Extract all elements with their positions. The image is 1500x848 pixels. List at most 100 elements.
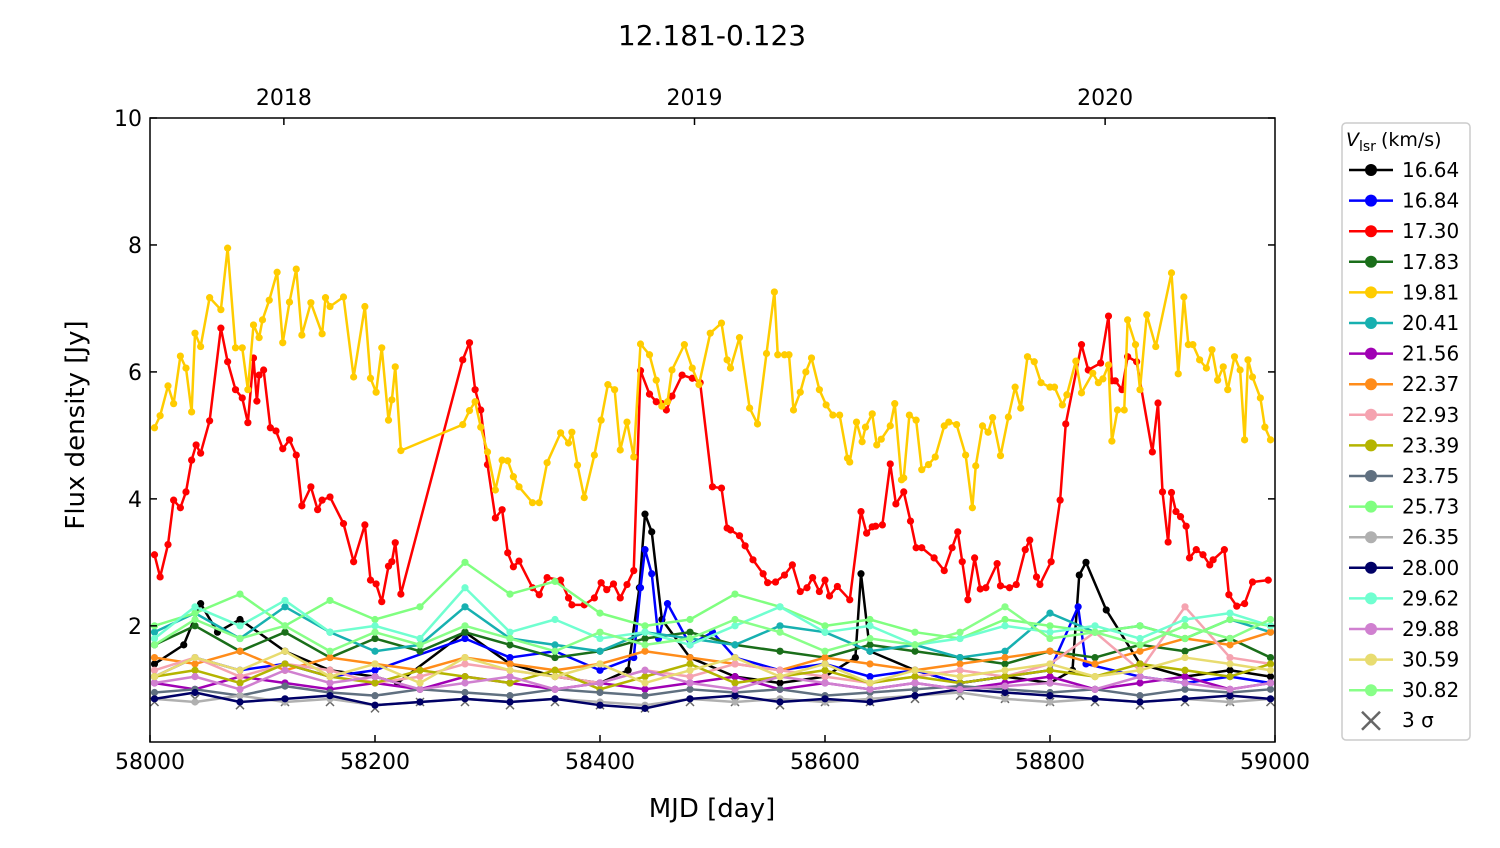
series-29-88-point — [326, 679, 334, 687]
series-30-59-point — [551, 673, 559, 681]
series-30-82-point — [821, 647, 829, 655]
series-30-82-point — [236, 634, 244, 643]
series-30-59-point — [1091, 673, 1099, 681]
series-16-84-point — [641, 546, 649, 554]
series-28-00-point — [821, 695, 829, 703]
series-28-00-point — [1091, 695, 1099, 703]
series-17-30-point — [307, 483, 315, 491]
series-17-30-point — [892, 500, 900, 508]
series-17-30-point — [471, 386, 479, 394]
series-25-73-point — [461, 558, 469, 566]
series-30-59-point — [821, 660, 829, 668]
legend-label: 21.56 — [1402, 342, 1459, 366]
series-23-39-point — [416, 666, 424, 674]
series-29-88-point — [956, 685, 964, 693]
legend-title-sub: lsr — [1359, 139, 1376, 155]
series-19-81-point — [924, 460, 933, 469]
series-22-37-point — [191, 660, 199, 668]
legend-marker — [1365, 286, 1377, 299]
series-19-81-point — [258, 316, 267, 324]
series-19-81-point — [611, 386, 619, 394]
legend-label: 22.93 — [1402, 403, 1459, 427]
series-23-39-point — [1266, 660, 1275, 668]
series-17-83-point — [641, 634, 649, 643]
legend-marker — [1365, 531, 1377, 544]
series-25-73-point — [1001, 615, 1009, 624]
legend-label: 23.75 — [1402, 464, 1459, 488]
legend-title-unit: (km/s) — [1381, 129, 1442, 151]
series-17-30-point — [796, 587, 804, 596]
series-17-30-point — [1199, 551, 1207, 559]
series-17-30-point — [857, 507, 865, 516]
series-19-81-point — [273, 268, 281, 276]
series-17-83-point — [461, 628, 469, 636]
series-23-39-point — [371, 679, 379, 687]
series-26-35-point — [1001, 695, 1009, 703]
series-17-83-point — [281, 628, 289, 636]
series-29-88-point — [1136, 673, 1144, 681]
series-16-64-point — [624, 666, 632, 674]
series-23-75-point — [1136, 692, 1144, 700]
series-19-81-point — [1189, 341, 1197, 349]
series-19-81-point — [868, 410, 876, 418]
legend-marker — [1365, 225, 1377, 238]
series-19-81-point — [244, 386, 252, 394]
series-19-81-point — [307, 299, 315, 307]
series-17-30-point — [314, 506, 322, 514]
series-17-30-point — [253, 397, 261, 405]
series-29-62-point — [641, 628, 649, 636]
series-29-88-point — [461, 679, 469, 687]
series-17-30-point — [749, 556, 757, 564]
series-19-81-point — [285, 298, 294, 306]
series-17-83-point — [1001, 660, 1009, 668]
series-30-82-point — [686, 634, 694, 643]
series-16-84-point — [371, 666, 379, 674]
series-25-73-point — [866, 615, 874, 624]
series-17-83-point — [551, 653, 559, 662]
series-17-30-point — [557, 576, 565, 584]
series-17-30-point — [948, 544, 956, 552]
x-tick-label: 58600 — [790, 750, 860, 775]
series-19-81-point — [217, 306, 225, 314]
series-19-81-point — [1011, 383, 1019, 391]
series-17-30-point — [652, 398, 660, 406]
series-17-30-point — [1021, 546, 1029, 554]
series-19-81-point — [836, 411, 844, 419]
axes: 58000 58200 58400 58600 58800 59000 2 4 6 8 10 2018… — [114, 86, 1310, 775]
series-23-39-point — [821, 666, 829, 674]
series-29-62-point — [1091, 622, 1099, 630]
series-25-73-point — [686, 615, 694, 624]
series-16-84-point — [866, 673, 874, 681]
series-19-81-point — [785, 351, 793, 359]
series-17-30-point — [780, 571, 789, 579]
series-17-30-point — [846, 596, 854, 604]
series-19-81-point — [573, 461, 582, 469]
series-17-83-point — [506, 641, 514, 649]
series-19-81-point — [372, 388, 380, 396]
series-28-00-line — [154, 688, 1271, 710]
legend-label: 30.59 — [1402, 648, 1459, 672]
legend-label: 20.41 — [1402, 311, 1459, 335]
series-29-88-point — [1226, 685, 1234, 693]
series-19-81-point — [717, 319, 726, 327]
series-19-81-point — [1174, 370, 1182, 378]
series-17-30-point — [609, 580, 618, 588]
series-30-82-point — [911, 641, 919, 649]
series-19-81-point — [735, 334, 744, 342]
series-17-83-point — [686, 628, 694, 636]
series-30-59-point — [911, 666, 919, 674]
series-29-88-point — [506, 673, 514, 681]
legend-label: 29.88 — [1402, 617, 1459, 641]
series-19-81-point — [972, 462, 980, 470]
series-23-39-point — [1136, 660, 1144, 668]
series-19-81-point — [861, 423, 870, 431]
series-25-73-point — [236, 590, 244, 598]
series-17-30-point — [260, 366, 268, 374]
legend-title: Vlsr (km/s) — [1346, 129, 1442, 155]
series-30-82-point — [776, 628, 784, 636]
series-22-37-point — [956, 660, 964, 668]
series-19-81-point — [326, 302, 334, 311]
series-23-39-point — [191, 666, 199, 674]
series-17-30-point — [504, 549, 512, 557]
series-30-82-point — [596, 628, 604, 636]
